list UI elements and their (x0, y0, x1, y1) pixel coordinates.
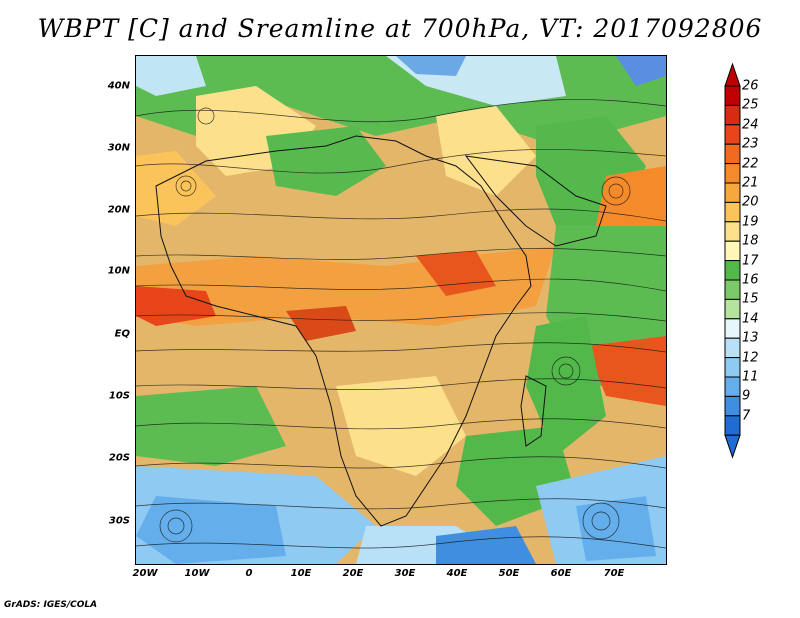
colorbar-label: 26 (742, 78, 759, 94)
colorbar-label: 23 (742, 136, 759, 152)
lon-label: 10E (290, 568, 312, 579)
lat-label: 30N (107, 142, 130, 154)
lon-label: 40E (446, 568, 468, 579)
lat-label: 10S (108, 390, 130, 402)
lat-label: 20S (108, 452, 130, 464)
colorbar-label: 17 (742, 253, 759, 269)
colorbar-label: 12 (742, 350, 759, 366)
lon-label: 30E (394, 568, 416, 579)
colorbar-label: 15 (742, 291, 759, 307)
lat-label: 20N (107, 204, 130, 216)
colorbar-label: 21 (742, 175, 759, 191)
credit-text: GrADS: IGES/COLA (4, 600, 98, 610)
colorbar-label: 13 (742, 330, 759, 346)
lon-label: 20W (132, 568, 158, 579)
lon-label: 60E (550, 568, 572, 579)
lon-label: 70E (603, 568, 625, 579)
lat-label: 40N (107, 80, 130, 92)
colorbar-label: 9 (742, 388, 751, 404)
lon-label: 10W (184, 568, 210, 579)
lat-label: 10N (107, 265, 130, 277)
lon-label: 50E (498, 568, 520, 579)
lat-label: 30S (108, 515, 130, 527)
colorbar-label: 14 (742, 311, 759, 327)
colorbar-label: 25 (742, 97, 759, 113)
chart-title: WBPT [C] and Sreamline at 700hPa, VT: 20… (37, 14, 763, 43)
lon-label: 20E (342, 568, 364, 579)
wbpt-field (136, 56, 666, 564)
colorbar-label: 11 (742, 369, 759, 385)
lon-label: 0 (245, 568, 253, 579)
colorbar-label: 22 (742, 156, 759, 172)
colorbar-label: 16 (742, 272, 759, 288)
map-panel (135, 55, 667, 565)
lat-label: EQ (114, 328, 130, 340)
colorbar-label: 18 (742, 233, 759, 249)
colorbar-label: 19 (742, 214, 759, 230)
colorbar-label: 24 (742, 117, 759, 133)
colorbar-label: 7 (742, 408, 751, 424)
colorbar-label: 20 (742, 194, 759, 210)
